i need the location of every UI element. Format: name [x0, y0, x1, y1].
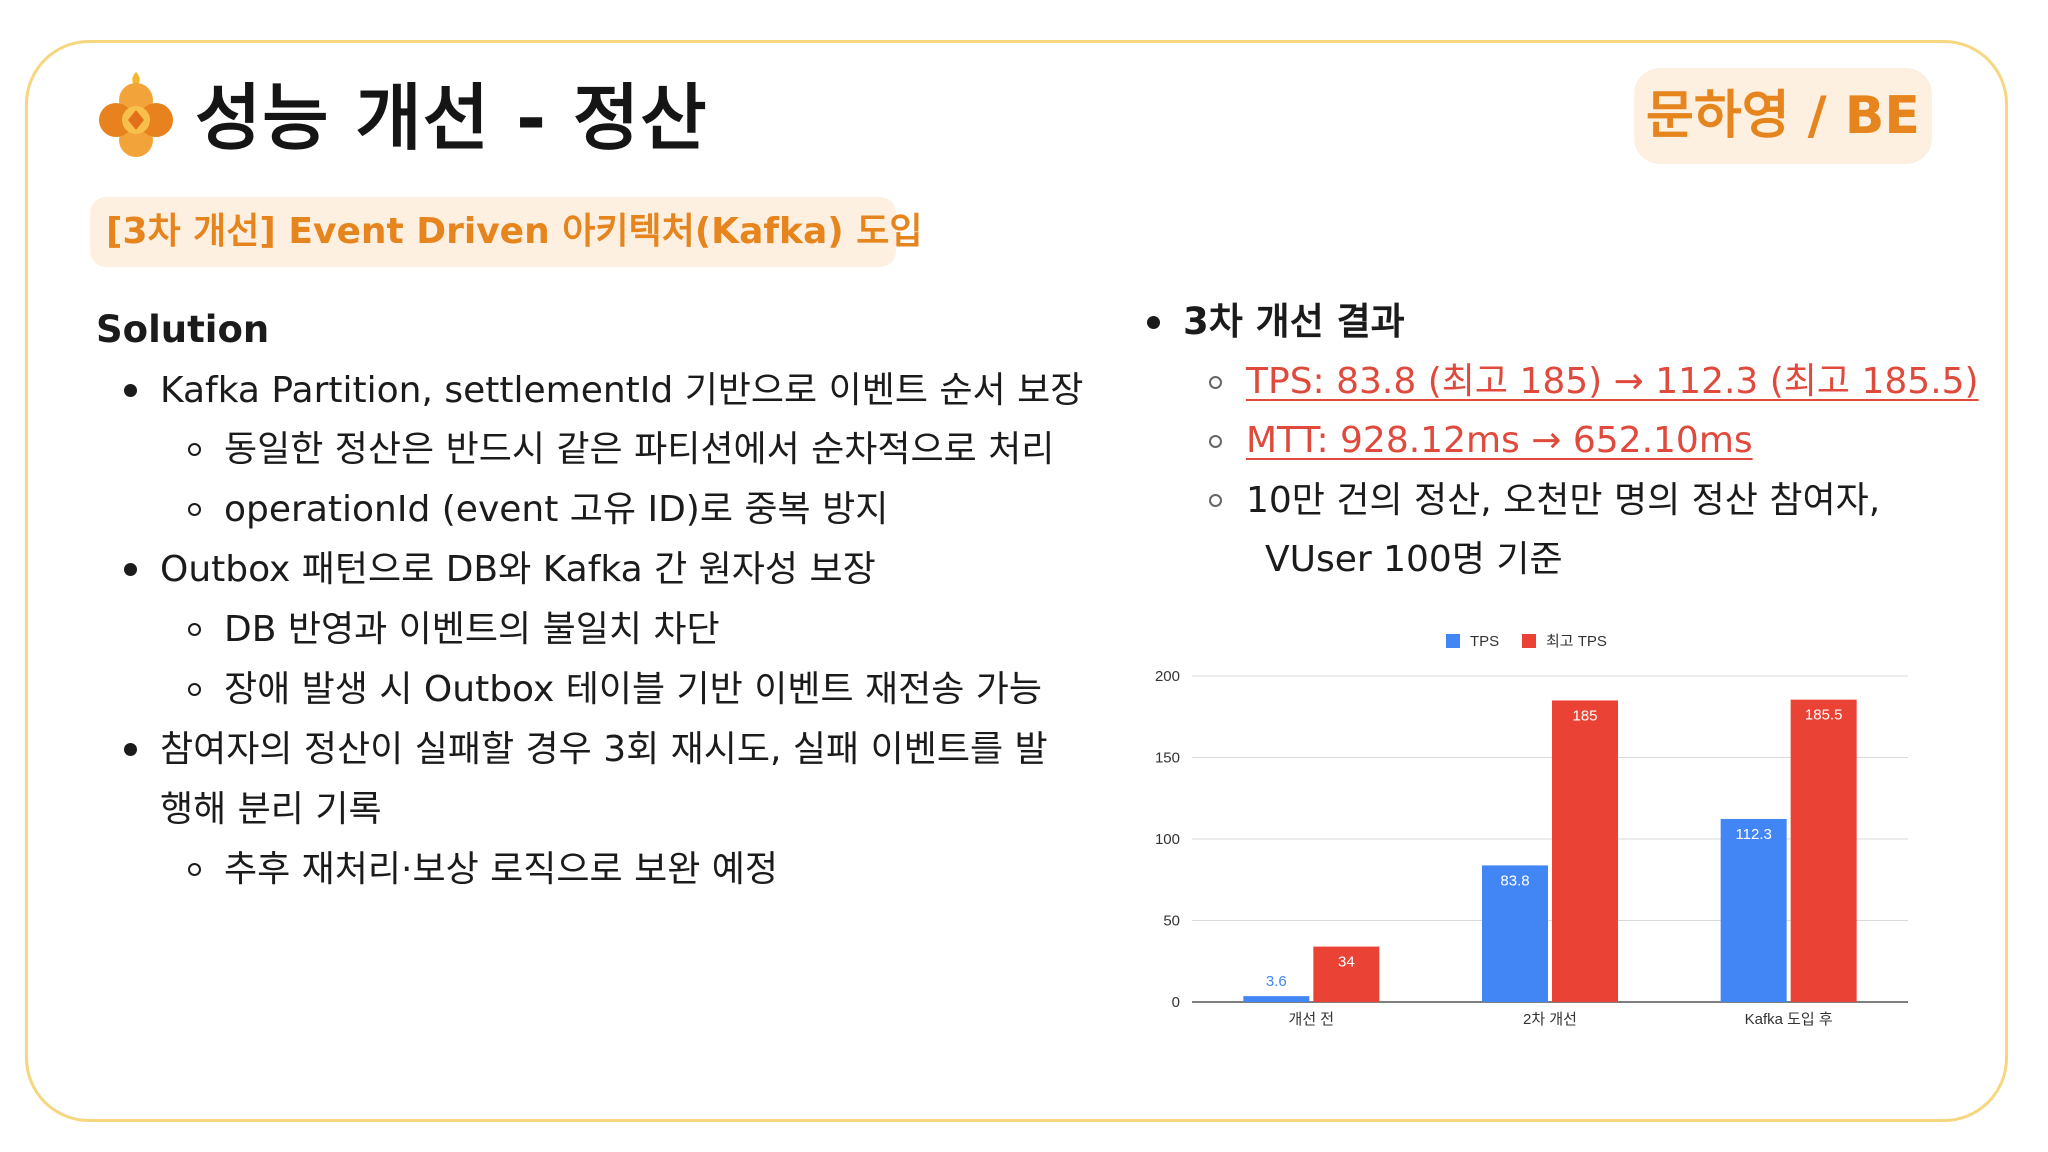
section-subtitle: [3차 개선] Event Driven 아키텍처(Kafka) 도입 — [90, 197, 923, 267]
list-item: 10만 건의 정산, 오천만 명의 정산 참여자, — [1246, 480, 1881, 521]
x-tick-label: Kafka 도입 후 — [1745, 1011, 1833, 1028]
bullet-ring — [1209, 376, 1222, 389]
y-tick-label: 150 — [1155, 750, 1180, 767]
bar — [1720, 818, 1787, 1002]
data-label: 3.6 — [1266, 973, 1287, 990]
tps-bar-chart: 0 50 100 150 200 TPS 최고 TPS 개선 전 3.6 34 2차 개선 83.8 1… — [1155, 633, 1908, 1028]
list-item: operationId (event 고유 ID)로 중복 방지 — [224, 489, 889, 530]
bullet-ring — [188, 623, 201, 636]
legend-swatch — [1446, 634, 1460, 648]
list-item-continuation: 행해 분리 기록 — [160, 789, 382, 830]
bullet-dot — [124, 743, 137, 756]
tps-result-link[interactable]: TPS: 83.8 (최고 185) → 112.3 (최고 185.5) — [1246, 361, 1979, 402]
bullet-ring — [188, 863, 201, 876]
bar — [1313, 946, 1380, 1002]
bullet-ring — [188, 503, 201, 516]
bullet-dot — [124, 384, 137, 397]
data-label: 34 — [1338, 954, 1355, 971]
legend-swatch — [1522, 634, 1536, 648]
data-label: 185 — [1572, 707, 1597, 724]
list-item: 장애 발생 시 Outbox 테이블 기반 이벤트 재전송 가능 — [224, 669, 1043, 710]
data-label: 83.8 — [1500, 872, 1529, 889]
y-tick-label: 0 — [1172, 994, 1180, 1011]
legend-label: TPS — [1470, 633, 1499, 650]
bullet-ring — [188, 683, 201, 696]
y-tick-label: 200 — [1155, 668, 1180, 685]
list-item: 참여자의 정산이 실패할 경우 3회 재시도, 실패 이벤트를 발 — [160, 729, 1048, 770]
results-heading: 3차 개선 결과 — [1183, 300, 1405, 343]
y-tick-label: 100 — [1155, 831, 1180, 848]
list-item: 추후 재처리·보상 로직으로 보완 예정 — [224, 849, 779, 890]
list-item: 동일한 정산은 반드시 같은 파티션에서 순차적으로 처리 — [224, 429, 1055, 470]
bullet-ring — [1209, 494, 1222, 507]
mtt-result-link[interactable]: MTT: 928.12ms → 652.10ms — [1246, 420, 1753, 461]
bar — [1243, 996, 1310, 1002]
list-item-continuation: VUser 100명 기준 — [1265, 539, 1563, 580]
page-title: 성능 개선 - 정산 — [195, 76, 708, 160]
x-tick-label: 개선 전 — [1289, 1011, 1335, 1028]
flower-logo-icon — [99, 72, 173, 157]
author-badge: 문하영 / BE — [1634, 68, 1932, 164]
legend-label: 최고 TPS — [1546, 633, 1607, 650]
bullet-ring — [188, 443, 201, 456]
data-label: 112.3 — [1735, 826, 1771, 843]
data-label: 185.5 — [1805, 707, 1843, 724]
bullet-dot — [124, 563, 137, 576]
list-item: Outbox 패턴으로 DB와 Kafka 간 원자성 보장 — [160, 549, 876, 590]
bullet-ring — [1209, 435, 1222, 448]
bar — [1482, 865, 1548, 1002]
x-tick-label: 2차 개선 — [1523, 1011, 1577, 1028]
y-tick-label: 50 — [1163, 913, 1180, 930]
bar — [1790, 699, 1857, 1002]
bullet-dot — [1147, 316, 1160, 329]
list-item: DB 반영과 이벤트의 불일치 차단 — [224, 609, 720, 650]
bar — [1552, 700, 1618, 1002]
list-item: Kafka Partition, settlementId 기반으로 이벤트 순… — [160, 370, 1084, 411]
solution-heading: Solution — [96, 308, 270, 351]
